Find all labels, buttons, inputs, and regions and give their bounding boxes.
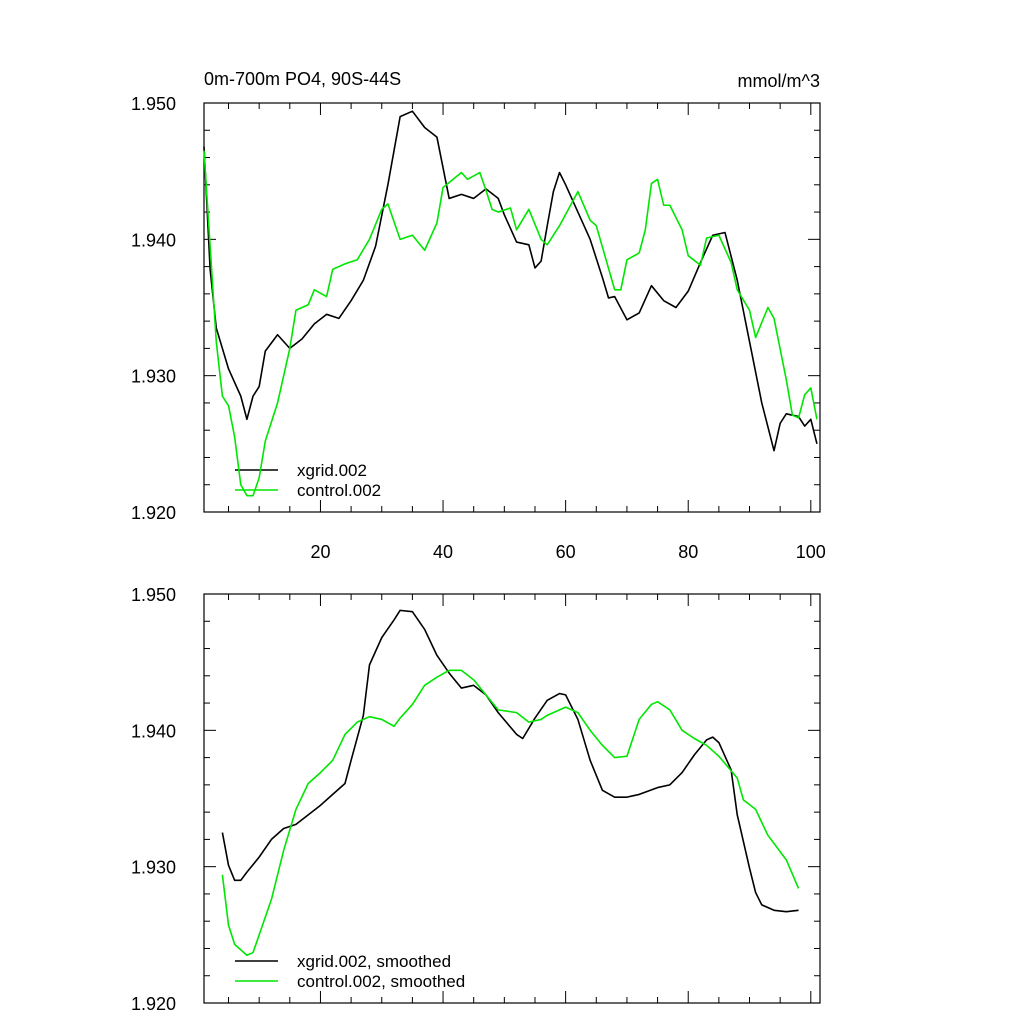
legend-label: xgrid.002 [297, 461, 367, 480]
x-tick-label: 80 [678, 542, 698, 562]
y-tick-label: 1.920 [131, 994, 176, 1014]
units-label: mmol/m^3 [738, 71, 820, 91]
plot-frame [203, 593, 821, 1004]
x-tick-label: 60 [556, 542, 576, 562]
series-line [203, 150, 818, 497]
series-line [221, 609, 799, 913]
plot-frame [203, 102, 821, 513]
legend-label: control.002 [297, 481, 381, 500]
legend-label: xgrid.002, smoothed [297, 952, 451, 971]
y-tick-label: 1.930 [131, 367, 176, 387]
x-tick-label: 100 [796, 542, 826, 562]
x-tick-label: 40 [433, 542, 453, 562]
y-tick-label: 1.940 [131, 230, 176, 250]
legend-label: control.002, smoothed [297, 972, 465, 991]
x-tick-label: 20 [310, 542, 330, 562]
y-tick-label: 1.950 [131, 94, 176, 114]
y-tick-label: 1.940 [131, 721, 176, 741]
y-tick-label: 1.920 [131, 503, 176, 523]
chart-title: 0m-700m PO4, 90S-44S [204, 69, 401, 89]
y-tick-label: 1.930 [131, 858, 176, 878]
y-tick-label: 1.950 [131, 585, 176, 605]
series-line [221, 669, 800, 957]
